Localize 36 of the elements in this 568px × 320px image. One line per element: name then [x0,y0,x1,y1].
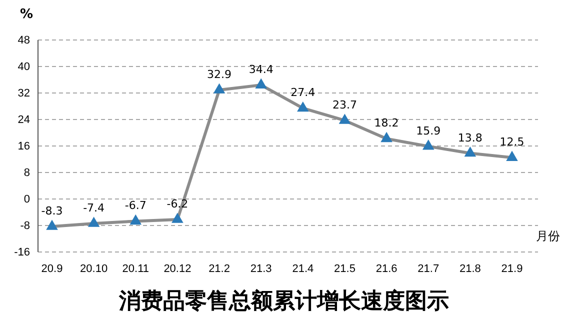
x-tick-label: 21.7 [418,262,440,275]
x-tick-label: 20.12 [164,262,192,275]
y-tick-label: -8 [20,220,30,232]
x-tick-label: 21.6 [376,262,398,275]
y-tick-label: 8 [24,167,30,180]
data-label: 23.7 [332,98,357,112]
y-tick-label: -16 [14,246,30,259]
y-axis-title: % [20,7,34,22]
x-tick-label: 20.9 [41,262,63,275]
data-label: 13.8 [458,131,482,144]
data-label: -6.2 [166,198,188,211]
data-label: 18.2 [374,116,399,130]
y-tick-label: 16 [18,140,30,153]
x-tick-label: 21.9 [501,262,523,275]
data-label: -7.4 [83,202,105,215]
data-label: 12.5 [500,136,524,149]
data-label: -8.3 [41,204,63,218]
data-label: 32.9 [207,68,232,82]
data-label: 34.4 [248,63,274,76]
x-tick-label: 21.3 [250,262,272,275]
data-label: 27.4 [290,86,316,100]
y-tick-label: 24 [18,114,30,126]
data-label: 15.9 [416,124,441,138]
data-label: -6.7 [124,199,146,212]
x-tick-label: 21.4 [292,262,314,275]
y-tick-label: 32 [18,88,30,100]
y-tick-label: 0 [24,194,30,206]
x-tick-label: 21.8 [459,262,481,275]
text: 消费品零售总额累计增长速度图示 [118,288,449,314]
x-tick-label: 21.2 [208,262,230,275]
y-tick-label: 48 [18,34,30,47]
x-tick-label: 21.5 [334,262,356,275]
x-axis-title: 月份 [536,229,560,243]
x-tick-label: 20.11 [122,262,149,275]
y-tick-label: 40 [18,61,30,74]
x-tick-label: 20.10 [80,262,108,275]
